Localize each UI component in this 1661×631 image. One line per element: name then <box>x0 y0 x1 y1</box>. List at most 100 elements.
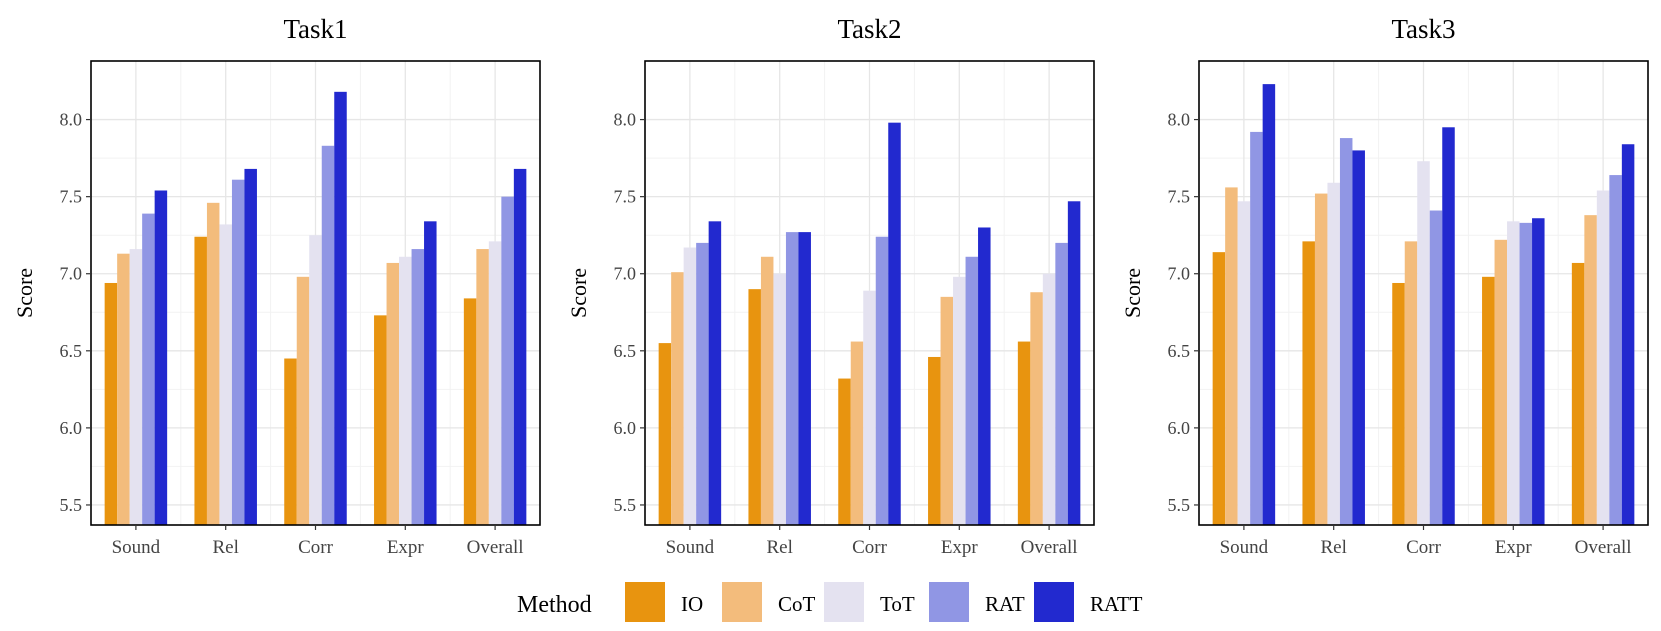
bar-ratt-sound <box>154 190 168 525</box>
x-tick-label: Expr <box>387 537 425 558</box>
y-tick-label: 8.0 <box>60 110 83 130</box>
bar-rat-corr <box>321 145 335 525</box>
bar-rat-overall <box>501 196 514 525</box>
panel-title: Task1 <box>283 14 347 44</box>
bar-rat-overall <box>1609 175 1622 525</box>
bar-rat-expr <box>965 256 979 525</box>
bar-ratt-expr <box>978 227 991 525</box>
x-tick-label: Expr <box>941 537 979 558</box>
y-tick-label: 5.5 <box>1168 495 1191 515</box>
y-tick-label: 6.5 <box>60 341 83 361</box>
x-tick-label: Corr <box>852 537 888 558</box>
bar-cot-corr <box>1404 241 1418 525</box>
panel-title: Task2 <box>837 14 901 44</box>
legend-label: CoT <box>778 592 816 616</box>
y-axis-title: Score <box>12 268 37 318</box>
x-tick-label: Rel <box>213 537 239 558</box>
bar-rat-sound <box>142 213 155 525</box>
bar-tot-expr <box>1507 221 1520 525</box>
bar-cot-expr <box>1494 239 1508 526</box>
legend-label: RAT <box>985 592 1025 616</box>
bar-tot-rel <box>773 273 786 525</box>
bar-ratt-rel <box>244 168 257 525</box>
bar-ratt-corr <box>334 91 347 525</box>
bar-tot-overall <box>1596 190 1610 525</box>
bar-io-sound <box>104 282 118 525</box>
bar-cot-corr <box>850 341 864 525</box>
bar-rat-expr <box>1519 222 1533 525</box>
y-tick-label: 7.5 <box>1168 187 1191 207</box>
bar-cot-rel <box>206 202 220 525</box>
bar-cot-sound <box>671 272 684 525</box>
legend-item-io: IO <box>625 582 703 622</box>
x-tick-label: Overall <box>1575 537 1632 558</box>
y-tick-label: 8.0 <box>1168 110 1191 130</box>
x-tick-label: Overall <box>467 537 524 558</box>
x-tick-label: Rel <box>1321 537 1347 558</box>
y-tick-label: 7.0 <box>614 264 637 284</box>
bar-cot-rel <box>760 256 774 525</box>
y-tick-label: 8.0 <box>614 110 637 130</box>
bar-tot-corr <box>863 290 876 525</box>
bar-io-rel <box>1302 241 1315 525</box>
bar-ratt-rel <box>1352 150 1365 525</box>
bar-ratt-overall <box>1067 201 1081 526</box>
bar-tot-overall <box>1042 273 1056 525</box>
bar-io-corr <box>838 378 851 525</box>
bar-tot-sound <box>129 249 143 525</box>
legend-key-io <box>625 582 665 622</box>
chart-panel-3: 5.5 6.0 6.5 7.0 7.5 8.0 Sound Rel Corr Expr Overal… <box>1120 14 1649 558</box>
bar-io-expr <box>374 315 387 525</box>
bar-ratt-overall <box>1621 144 1635 525</box>
bar-cot-rel <box>1314 193 1328 526</box>
bar-ratt-sound <box>1262 84 1276 525</box>
bar-cot-sound <box>1225 187 1238 525</box>
legend-item-ratt: RATT <box>1034 582 1143 622</box>
chart-panel-2: 5.5 6.0 6.5 7.0 7.5 8.0 Sound Rel Corr Expr Overal… <box>566 14 1095 558</box>
y-tick-label: 5.5 <box>60 495 83 515</box>
bar-rat-rel <box>1339 138 1353 525</box>
bar-io-sound <box>658 343 672 525</box>
bar-cot-corr <box>296 276 310 525</box>
panel-title: Task3 <box>1391 14 1455 44</box>
y-tick-label: 6.5 <box>1168 341 1191 361</box>
y-tick-label: 7.0 <box>60 264 83 284</box>
bar-io-expr <box>1482 276 1495 525</box>
bar-io-corr <box>1392 282 1405 525</box>
bar-ratt-overall <box>513 168 527 525</box>
bar-tot-sound <box>683 247 697 526</box>
y-tick-label: 6.5 <box>614 341 637 361</box>
bar-cot-expr <box>386 262 400 525</box>
bar-ratt-rel <box>798 232 811 526</box>
bar-rat-sound <box>1250 131 1263 526</box>
bar-tot-expr <box>399 256 412 525</box>
bar-io-sound <box>1212 252 1226 525</box>
bar-io-rel <box>194 236 207 525</box>
legend-label: RATT <box>1090 592 1143 616</box>
legend: Method IO CoT ToT RAT RATT <box>517 582 1143 622</box>
bar-cot-overall <box>1584 215 1597 525</box>
bar-io-overall <box>463 298 477 525</box>
bar-io-expr <box>928 356 941 525</box>
bar-cot-expr <box>940 296 954 525</box>
bar-ratt-corr <box>888 122 901 525</box>
bar-io-corr <box>284 358 297 525</box>
bar-ratt-expr <box>1532 218 1545 525</box>
legend-item-rat: RAT <box>929 582 1025 622</box>
legend-key-ratt <box>1034 582 1074 622</box>
bar-cot-overall <box>1030 292 1043 525</box>
y-tick-label: 6.0 <box>614 418 637 438</box>
x-tick-label: Overall <box>1021 537 1078 558</box>
y-tick-label: 6.0 <box>60 418 83 438</box>
bar-io-overall <box>1571 262 1585 525</box>
y-tick-label: 6.0 <box>1168 418 1191 438</box>
bar-rat-rel <box>785 232 799 526</box>
bar-rat-expr <box>411 249 425 525</box>
bar-cot-overall <box>476 249 489 525</box>
x-tick-label: Sound <box>112 537 161 558</box>
bar-rat-corr <box>1429 210 1443 525</box>
legend-key-rat <box>929 582 969 622</box>
x-tick-label: Sound <box>666 537 715 558</box>
y-tick-label: 7.0 <box>1168 264 1191 284</box>
